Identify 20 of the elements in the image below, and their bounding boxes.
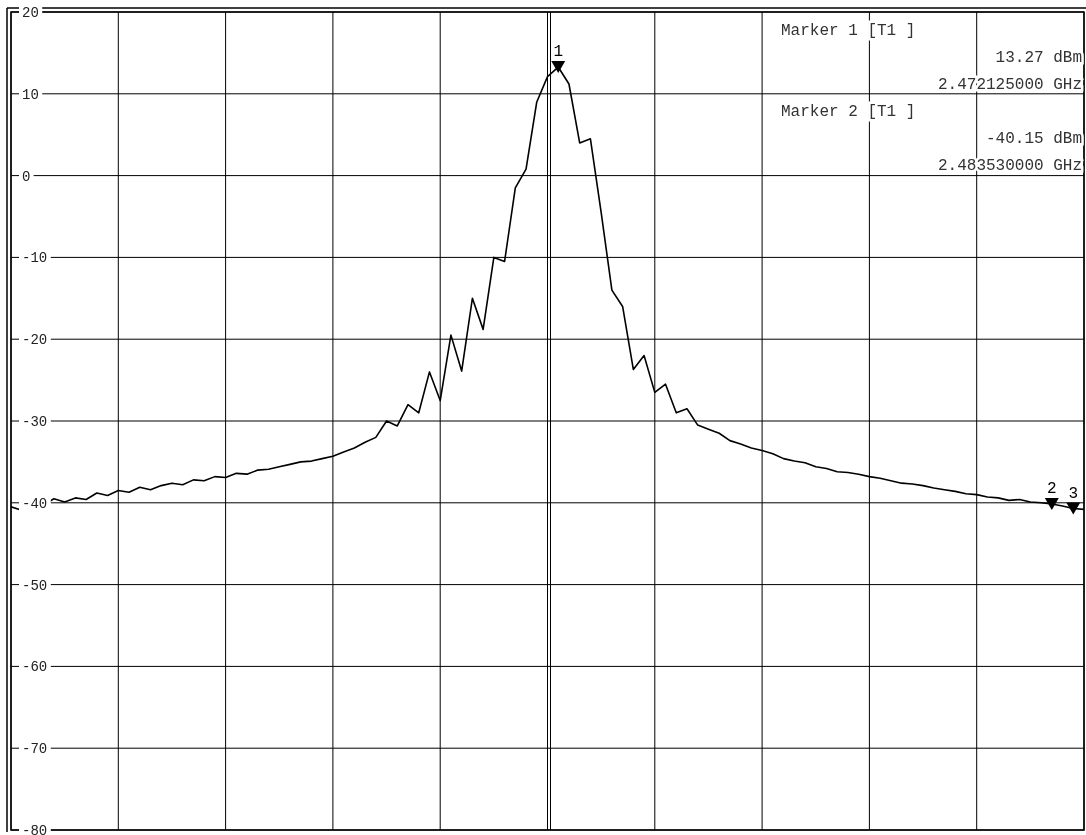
y-tick-label: -30: [22, 414, 48, 430]
annotation: 1: [553, 43, 564, 62]
y-tick-label: -50: [22, 577, 48, 594]
y-tick-label: 0: [22, 168, 31, 185]
annotation: Marker 1 [T1 ]: [781, 22, 916, 40]
y-tick-label: 20: [22, 5, 39, 21]
y-tick-label: -60: [22, 659, 48, 676]
annotation: 13.27 dBm: [995, 49, 1082, 67]
y-tick-label: -10: [22, 250, 48, 267]
point: [1044, 498, 1059, 511]
annotation: Marker 2 [T1 ]: [781, 103, 916, 121]
annotation: -40.15 dBm: [985, 130, 1082, 148]
y-tick-label: -80: [22, 823, 48, 835]
y-tick-label: 10: [22, 86, 39, 103]
point: [551, 61, 566, 74]
annotation: 3: [1068, 484, 1079, 503]
y-tick-label: -20: [22, 332, 48, 349]
point: [1066, 502, 1081, 515]
y-tick-label: -70: [22, 741, 48, 758]
annotation: 2: [1047, 480, 1057, 499]
